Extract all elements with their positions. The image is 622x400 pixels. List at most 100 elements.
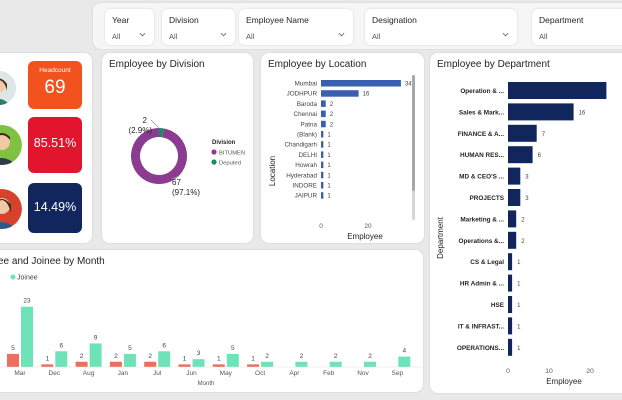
department-bar xyxy=(508,189,521,206)
pct-value-2: 14.49% xyxy=(33,200,77,214)
location-bar xyxy=(321,141,324,148)
y-tick-label: DELHI xyxy=(298,152,317,159)
month-column-chart: Joinee 5 23 Mar 1 6 Dec 2 9 Aug 2 5 Jan 2 6 Jul 1 3 Jun 1 5 M… xyxy=(0,274,423,387)
y-tick-label: (Blank) xyxy=(297,132,317,139)
headcount-card: Headcount 69 xyxy=(28,61,82,109)
y-axis-title: Location xyxy=(268,156,277,186)
chevron-down-icon[interactable] xyxy=(502,31,509,38)
y-tick-label: JAIPUR xyxy=(295,193,318,200)
data-label: 1 xyxy=(517,346,521,352)
data-label: 7 xyxy=(542,132,546,138)
data-label: 34 xyxy=(405,82,412,88)
exit-bar xyxy=(75,361,88,367)
exit-data-label: 5 xyxy=(11,345,15,352)
employee-name-slicer[interactable]: Employee Name All xyxy=(239,9,353,45)
chevron-down-icon[interactable] xyxy=(220,31,227,38)
legend-marker-joinee xyxy=(10,274,16,280)
y-axis-title: Department xyxy=(436,216,445,259)
employee-name-slicer-label: Employee Name xyxy=(246,15,309,25)
data-label: 1 xyxy=(327,184,331,190)
division-slicer-label: Division xyxy=(169,15,199,25)
joinee-bar xyxy=(21,306,33,367)
department-bar xyxy=(508,124,537,142)
x-tick-label: Jan xyxy=(118,370,129,377)
data-label: 3 xyxy=(525,196,529,202)
data-label: 1 xyxy=(327,173,331,179)
exit-data-label: 1 xyxy=(251,355,255,362)
y-tick-label: Hyderabad xyxy=(286,172,317,179)
y-tick-label: Chandigarh xyxy=(284,142,317,149)
person-icon xyxy=(0,71,16,105)
joinee-bar xyxy=(364,361,376,367)
location-bar xyxy=(321,110,326,118)
x-tick-label: Oct xyxy=(255,370,265,377)
y-tick-label: Operation & ... xyxy=(460,88,504,95)
chevron-down-icon[interactable] xyxy=(139,31,146,38)
data-label: 1 xyxy=(327,153,331,159)
department-slicer[interactable]: Department All xyxy=(532,9,622,45)
joinee-bar xyxy=(158,351,171,367)
y-tick-label: PROJECTS xyxy=(470,195,505,202)
month-chart-title: ee and Joinee by Month xyxy=(0,256,105,267)
division-slicer-value: All xyxy=(169,32,178,41)
data-label: 2 xyxy=(521,217,525,223)
y-tick-label: Operations &... xyxy=(459,238,505,245)
chevron-down-icon[interactable] xyxy=(338,31,345,38)
x-tick-label: 20 xyxy=(586,368,594,375)
joinee-bar xyxy=(226,353,239,367)
location-bar xyxy=(321,182,324,189)
data-label: 16 xyxy=(579,110,586,116)
data-label: 2 xyxy=(521,239,525,245)
joinee-bar xyxy=(329,361,342,367)
donut-slice-bitumen xyxy=(131,127,187,184)
data-label: 1 xyxy=(327,194,331,200)
joinee-data-label: 6 xyxy=(59,342,63,349)
scrollbar-thumb[interactable] xyxy=(412,75,415,191)
joinee-bar xyxy=(398,356,411,367)
leader-line xyxy=(150,119,160,129)
department-bar xyxy=(508,146,533,164)
exit-data-label: 2 xyxy=(114,353,118,360)
data-label-bitumen-count: 67 xyxy=(172,178,181,187)
exit-bar xyxy=(7,353,19,367)
year-slicer[interactable]: Year All xyxy=(105,9,154,45)
data-label: 2 xyxy=(330,102,334,108)
x-tick-label: 0 xyxy=(506,368,510,375)
data-label: 2 xyxy=(330,112,334,118)
location-bar xyxy=(321,120,326,128)
y-tick-label: Patna xyxy=(301,121,318,128)
joinee-data-label: 2 xyxy=(334,353,338,360)
location-bar xyxy=(321,151,324,158)
division-slicer[interactable]: Division All xyxy=(162,9,235,45)
division-chart-title: Employee by Division xyxy=(109,59,205,70)
data-label: 2 xyxy=(330,122,334,128)
x-tick-label: 10 xyxy=(545,368,553,375)
y-tick-label: MD & CEO'S ... xyxy=(459,174,504,181)
department-bar-chart: Department Operation & ... Sales & Mark...… xyxy=(436,82,607,386)
department-slicer-value: All xyxy=(539,32,548,41)
x-tick-label: Sep xyxy=(392,370,404,377)
data-label-deputed-pct: (2.9%) xyxy=(128,126,152,135)
designation-slicer[interactable]: Designation All xyxy=(365,9,517,45)
x-tick-label: Dec xyxy=(49,370,61,377)
department-bar xyxy=(508,231,517,249)
exit-bar xyxy=(247,364,260,367)
data-label: 1 xyxy=(327,133,331,139)
department-bar xyxy=(508,317,513,335)
headcount-label: Headcount xyxy=(39,67,71,74)
location-chart-title: Employee by Location xyxy=(268,59,367,70)
location-bar xyxy=(321,80,401,87)
joinee-data-label: 9 xyxy=(94,334,98,341)
location-bar-chart: Location Mumbai 34 JODHPUR 16 Baroda 2 Chennai 2… xyxy=(268,75,415,241)
exit-bar xyxy=(41,364,54,367)
pct-card-1: 85.51% xyxy=(28,117,82,173)
department-chart-title: Employee by Department xyxy=(437,59,550,70)
department-bar xyxy=(508,338,513,356)
legend-marker-deputed xyxy=(211,159,217,165)
joinee-data-label: 5 xyxy=(128,345,132,352)
data-label: 3 xyxy=(525,175,529,181)
location-bar xyxy=(321,161,324,169)
avatar xyxy=(0,125,22,165)
pct-value-1: 85.51% xyxy=(33,136,77,150)
joinee-bar xyxy=(192,359,205,367)
